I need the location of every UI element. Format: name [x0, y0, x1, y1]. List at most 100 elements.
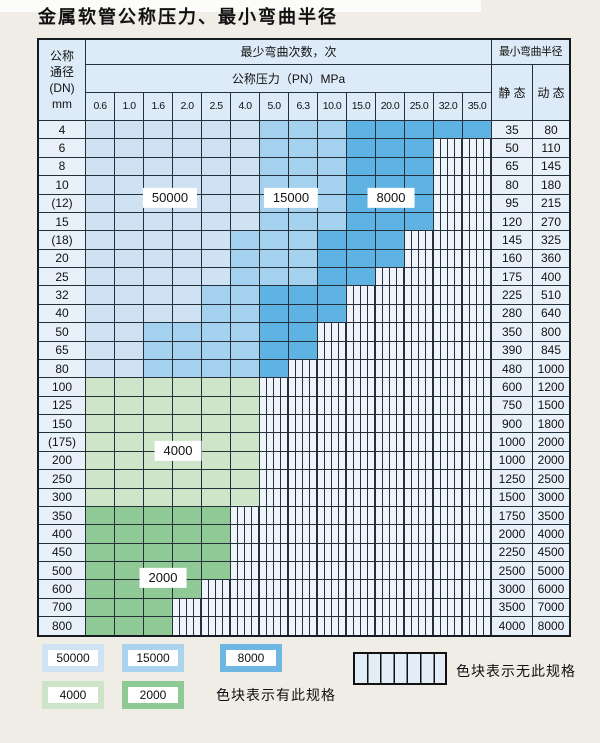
static-value: 390 [492, 341, 532, 359]
table-grid: 公称 通径 (DN) mm 最少弯曲次数，次 最小弯曲半径 公称压力（PN）MP… [37, 38, 571, 637]
spec-cell [115, 617, 143, 635]
spec-cell [115, 543, 143, 561]
spec-cell [202, 506, 230, 525]
spec-cell [463, 139, 491, 157]
dynamic-column-header: 动 态 [533, 65, 569, 120]
spec-cell [115, 176, 143, 194]
nominal-pressure-header: 公称压力（PN）MPa [86, 65, 491, 92]
spec-cell [347, 286, 375, 304]
spec-cell [202, 121, 230, 139]
spec-cell [463, 617, 491, 635]
spec-cell [376, 543, 404, 561]
spec-cell [289, 231, 317, 249]
spec-cell [202, 194, 230, 212]
legend-swatch-2000: 2000 [122, 681, 184, 709]
dynamic-value: 800 [533, 323, 569, 341]
dynamic-value: 3500 [533, 506, 569, 525]
spec-cell [463, 396, 491, 414]
spec-cell [405, 396, 433, 414]
spec-cell [463, 157, 491, 176]
spec-cell [318, 323, 346, 341]
dynamic-value: 145 [533, 157, 569, 176]
static-value: 280 [492, 304, 532, 323]
spec-cell [173, 488, 201, 506]
spec-cell [434, 359, 462, 378]
cycle-count-label: 15000 [263, 187, 319, 209]
legend-row-blue: 50000 15000 8000 [42, 644, 300, 672]
spec-cell [376, 598, 404, 617]
spec-cell [434, 415, 462, 433]
dn-label: 32 [39, 286, 85, 304]
spec-cell [202, 415, 230, 433]
static-value: 160 [492, 249, 532, 267]
no-spec-swatch [353, 652, 447, 685]
spec-cell [173, 617, 201, 635]
spec-cell [231, 470, 259, 488]
spec-cell [260, 378, 288, 396]
spec-cell [434, 304, 462, 323]
spec-cell [231, 341, 259, 359]
spec-cell [115, 323, 143, 341]
dynamic-value: 8000 [533, 617, 569, 635]
spec-cell [202, 231, 230, 249]
spec-cell [115, 378, 143, 396]
spec-cell [115, 415, 143, 433]
spec-cell [144, 543, 172, 561]
spec-cell [144, 157, 172, 176]
static-value: 50 [492, 139, 532, 157]
spec-cell [289, 617, 317, 635]
spec-cell [434, 451, 462, 470]
spec-cell [260, 139, 288, 157]
legend-row-green: 4000 2000 色块表示有此规格 [42, 681, 336, 709]
spec-cell [260, 433, 288, 451]
dn-label: 700 [39, 598, 85, 617]
spec-cell [86, 598, 114, 617]
spec-cell [86, 617, 114, 635]
spec-cell [86, 580, 114, 598]
dn-label: 400 [39, 525, 85, 543]
spec-cell [289, 433, 317, 451]
spec-cell [347, 598, 375, 617]
static-value: 2500 [492, 562, 532, 580]
spec-cell [376, 415, 404, 433]
spec-cell [405, 598, 433, 617]
dn-label: 15 [39, 212, 85, 231]
spec-cell [376, 396, 404, 414]
spec-cell [434, 139, 462, 157]
spec-cell [434, 396, 462, 414]
pressure-col-header: 1.0 [115, 93, 143, 120]
spec-cell [231, 415, 259, 433]
spec-cell [405, 323, 433, 341]
spec-cell [202, 580, 230, 598]
spec-cell [86, 304, 114, 323]
spec-cell [405, 268, 433, 286]
spec-cell [86, 433, 114, 451]
spec-cell [115, 286, 143, 304]
pressure-col-header: 6.3 [289, 93, 317, 120]
spec-cell [289, 212, 317, 231]
static-value: 2250 [492, 543, 532, 561]
spec-cell [144, 323, 172, 341]
spec-cell [289, 470, 317, 488]
dn-label: 25 [39, 268, 85, 286]
spec-cell [289, 121, 317, 139]
spec-cell [463, 415, 491, 433]
spec-cell [144, 396, 172, 414]
spec-cell [86, 470, 114, 488]
spec-cell [86, 506, 114, 525]
spec-cell [289, 157, 317, 176]
static-value: 145 [492, 231, 532, 249]
spec-cell [434, 433, 462, 451]
spec-cell [318, 231, 346, 249]
spec-cell [86, 525, 114, 543]
pressure-col-header: 25.0 [405, 93, 433, 120]
dn-label: (18) [39, 231, 85, 249]
spec-cell [434, 121, 462, 139]
pressure-col-header: 1.6 [144, 93, 172, 120]
spec-cell [405, 617, 433, 635]
static-value: 900 [492, 415, 532, 433]
spec-cell [318, 598, 346, 617]
dynamic-value: 6000 [533, 580, 569, 598]
spec-cell [202, 470, 230, 488]
spec-cell [318, 194, 346, 212]
